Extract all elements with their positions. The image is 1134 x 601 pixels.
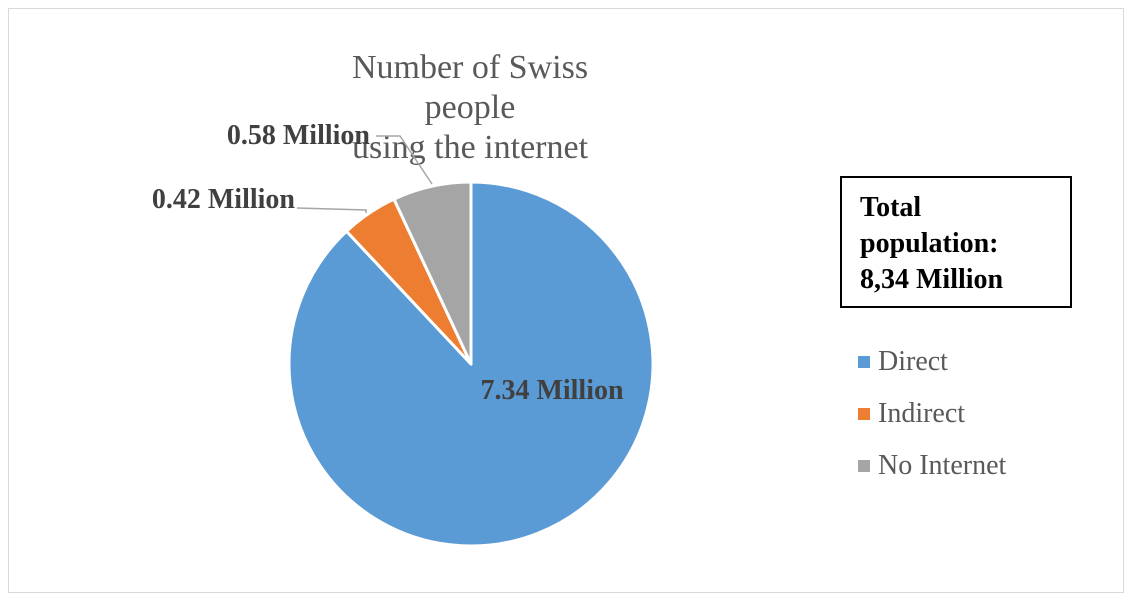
- legend-label-direct: Direct: [878, 346, 948, 377]
- total-population-line-1: Total: [860, 192, 922, 223]
- data-label-direct: 7.34 Million: [480, 375, 624, 406]
- total-population-line-2: population:: [860, 228, 999, 259]
- chart-title-line-2: using the internet: [351, 129, 589, 166]
- leader-lines: [296, 135, 433, 213]
- chart-title: Number of Swiss people using the interne…: [330, 48, 610, 168]
- legend-item-no-internet: No Internet: [858, 440, 1006, 492]
- legend-label-no-internet: No Internet: [878, 450, 1007, 481]
- legend-swatch-indirect: [858, 408, 870, 420]
- data-label-indirect: 0.42 Million: [152, 184, 296, 215]
- legend-label-indirect: Indirect: [878, 398, 966, 429]
- pie-slice-no-internet: [392, 180, 473, 366]
- chart-title-line-1: Number of Swiss people: [351, 49, 589, 126]
- data-label-no-internet: 0.58 Million: [227, 120, 371, 151]
- pie-slices: [287, 180, 655, 548]
- legend-item-indirect: Indirect: [858, 388, 1006, 440]
- legend-item-direct: Direct: [858, 336, 1006, 388]
- legend-swatch-no-internet: [858, 460, 870, 472]
- legend-swatch-direct: [858, 356, 870, 368]
- leader-line-indirect: [296, 207, 367, 213]
- total-population-line-3: 8,34 Million: [860, 264, 1004, 295]
- total-population-box: Total population: 8,34 Million: [840, 176, 1072, 308]
- leader-line-no-internet: [376, 135, 433, 185]
- chart-legend: Direct Indirect No Internet: [858, 336, 1006, 492]
